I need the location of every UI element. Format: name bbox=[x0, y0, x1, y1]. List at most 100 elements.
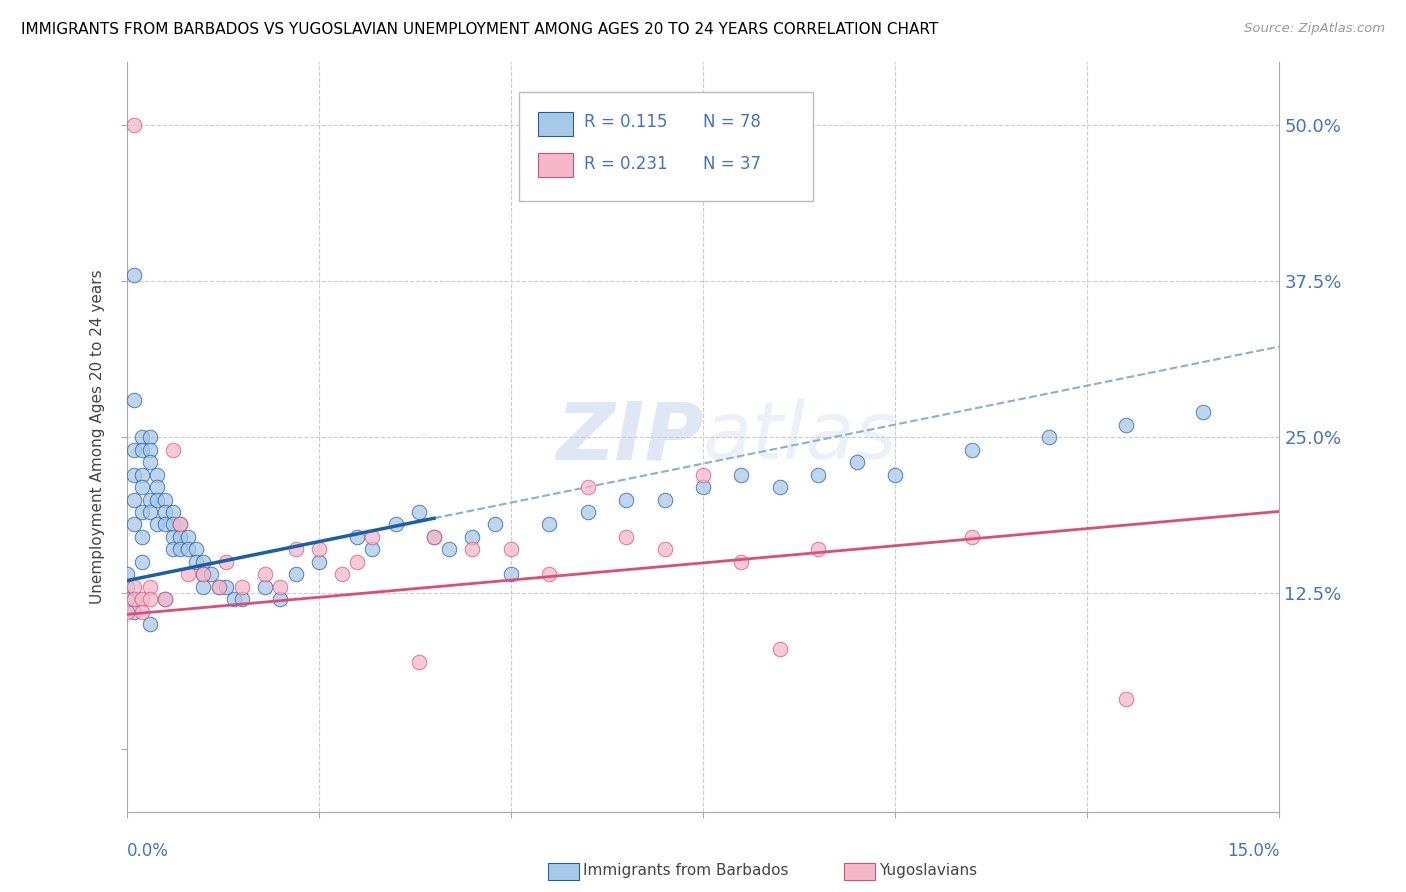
Point bbox=[138, 580, 160, 594]
Point bbox=[138, 592, 160, 607]
Point bbox=[146, 517, 169, 532]
Point bbox=[538, 567, 561, 582]
Text: R = 0.231: R = 0.231 bbox=[585, 154, 668, 172]
Point bbox=[162, 542, 184, 557]
Bar bbox=[538, 112, 572, 136]
Point bbox=[193, 567, 215, 582]
Point bbox=[200, 567, 222, 582]
Point bbox=[115, 605, 138, 619]
Point bbox=[499, 542, 522, 557]
Bar bbox=[538, 153, 572, 178]
Point bbox=[177, 567, 200, 582]
Point bbox=[138, 430, 160, 444]
Point bbox=[138, 617, 160, 632]
Point bbox=[361, 542, 384, 557]
Point bbox=[153, 592, 176, 607]
Point bbox=[807, 467, 830, 482]
Text: Yugoslavians: Yugoslavians bbox=[879, 863, 977, 878]
Point bbox=[269, 592, 291, 607]
Point bbox=[122, 592, 145, 607]
Point bbox=[138, 455, 160, 469]
Point bbox=[153, 505, 176, 519]
Point bbox=[308, 542, 330, 557]
Point bbox=[231, 592, 253, 607]
Point bbox=[184, 555, 207, 569]
Point bbox=[1115, 692, 1137, 706]
Point bbox=[284, 567, 307, 582]
Point bbox=[408, 655, 430, 669]
Point bbox=[115, 580, 138, 594]
Y-axis label: Unemployment Among Ages 20 to 24 years: Unemployment Among Ages 20 to 24 years bbox=[90, 269, 105, 605]
Text: IMMIGRANTS FROM BARBADOS VS YUGOSLAVIAN UNEMPLOYMENT AMONG AGES 20 TO 24 YEARS C: IMMIGRANTS FROM BARBADOS VS YUGOSLAVIAN … bbox=[21, 22, 938, 37]
Point bbox=[439, 542, 461, 557]
Point bbox=[330, 567, 353, 582]
Point bbox=[131, 592, 153, 607]
Point bbox=[484, 517, 506, 532]
Point bbox=[162, 505, 184, 519]
Point bbox=[177, 530, 200, 544]
Point bbox=[122, 268, 145, 282]
Point bbox=[122, 517, 145, 532]
Point bbox=[162, 517, 184, 532]
Point bbox=[169, 517, 191, 532]
Point bbox=[122, 118, 145, 132]
Point bbox=[169, 542, 191, 557]
Point bbox=[169, 530, 191, 544]
Text: R = 0.115: R = 0.115 bbox=[585, 113, 668, 131]
Text: Source: ZipAtlas.com: Source: ZipAtlas.com bbox=[1244, 22, 1385, 36]
Point bbox=[215, 555, 238, 569]
Point bbox=[131, 430, 153, 444]
Text: N = 37: N = 37 bbox=[703, 154, 761, 172]
Point bbox=[845, 455, 868, 469]
Point bbox=[231, 580, 253, 594]
Text: 0.0%: 0.0% bbox=[127, 842, 169, 860]
Point bbox=[208, 580, 231, 594]
Point bbox=[208, 580, 231, 594]
Point bbox=[146, 492, 169, 507]
Point bbox=[361, 530, 384, 544]
Point bbox=[115, 592, 138, 607]
Point bbox=[215, 580, 238, 594]
Text: ZIP: ZIP bbox=[555, 398, 703, 476]
Point bbox=[423, 530, 446, 544]
Point bbox=[576, 505, 599, 519]
Point bbox=[730, 467, 752, 482]
Point bbox=[138, 505, 160, 519]
Point bbox=[193, 555, 215, 569]
Point bbox=[131, 555, 153, 569]
Point bbox=[308, 555, 330, 569]
Point bbox=[146, 467, 169, 482]
Point bbox=[1191, 405, 1213, 419]
Point bbox=[423, 530, 446, 544]
Point bbox=[499, 567, 522, 582]
Point bbox=[461, 542, 484, 557]
Point bbox=[224, 592, 246, 607]
Point bbox=[461, 530, 484, 544]
Text: atlas: atlas bbox=[703, 398, 898, 476]
Point bbox=[122, 580, 145, 594]
Point bbox=[960, 442, 983, 457]
Point bbox=[122, 492, 145, 507]
Point bbox=[131, 530, 153, 544]
Text: 15.0%: 15.0% bbox=[1227, 842, 1279, 860]
Point bbox=[654, 492, 676, 507]
Point bbox=[122, 605, 145, 619]
Point bbox=[1115, 417, 1137, 432]
Point bbox=[576, 480, 599, 494]
Point bbox=[153, 492, 176, 507]
Point bbox=[193, 580, 215, 594]
Point bbox=[960, 530, 983, 544]
Point bbox=[692, 467, 714, 482]
Point bbox=[408, 505, 430, 519]
Point bbox=[614, 530, 637, 544]
Point bbox=[115, 567, 138, 582]
Point bbox=[169, 517, 191, 532]
Point bbox=[138, 442, 160, 457]
Point bbox=[269, 580, 291, 594]
Point bbox=[730, 555, 752, 569]
Point bbox=[184, 542, 207, 557]
Point bbox=[122, 442, 145, 457]
Point bbox=[253, 580, 276, 594]
Point bbox=[138, 492, 160, 507]
FancyBboxPatch shape bbox=[519, 93, 813, 201]
